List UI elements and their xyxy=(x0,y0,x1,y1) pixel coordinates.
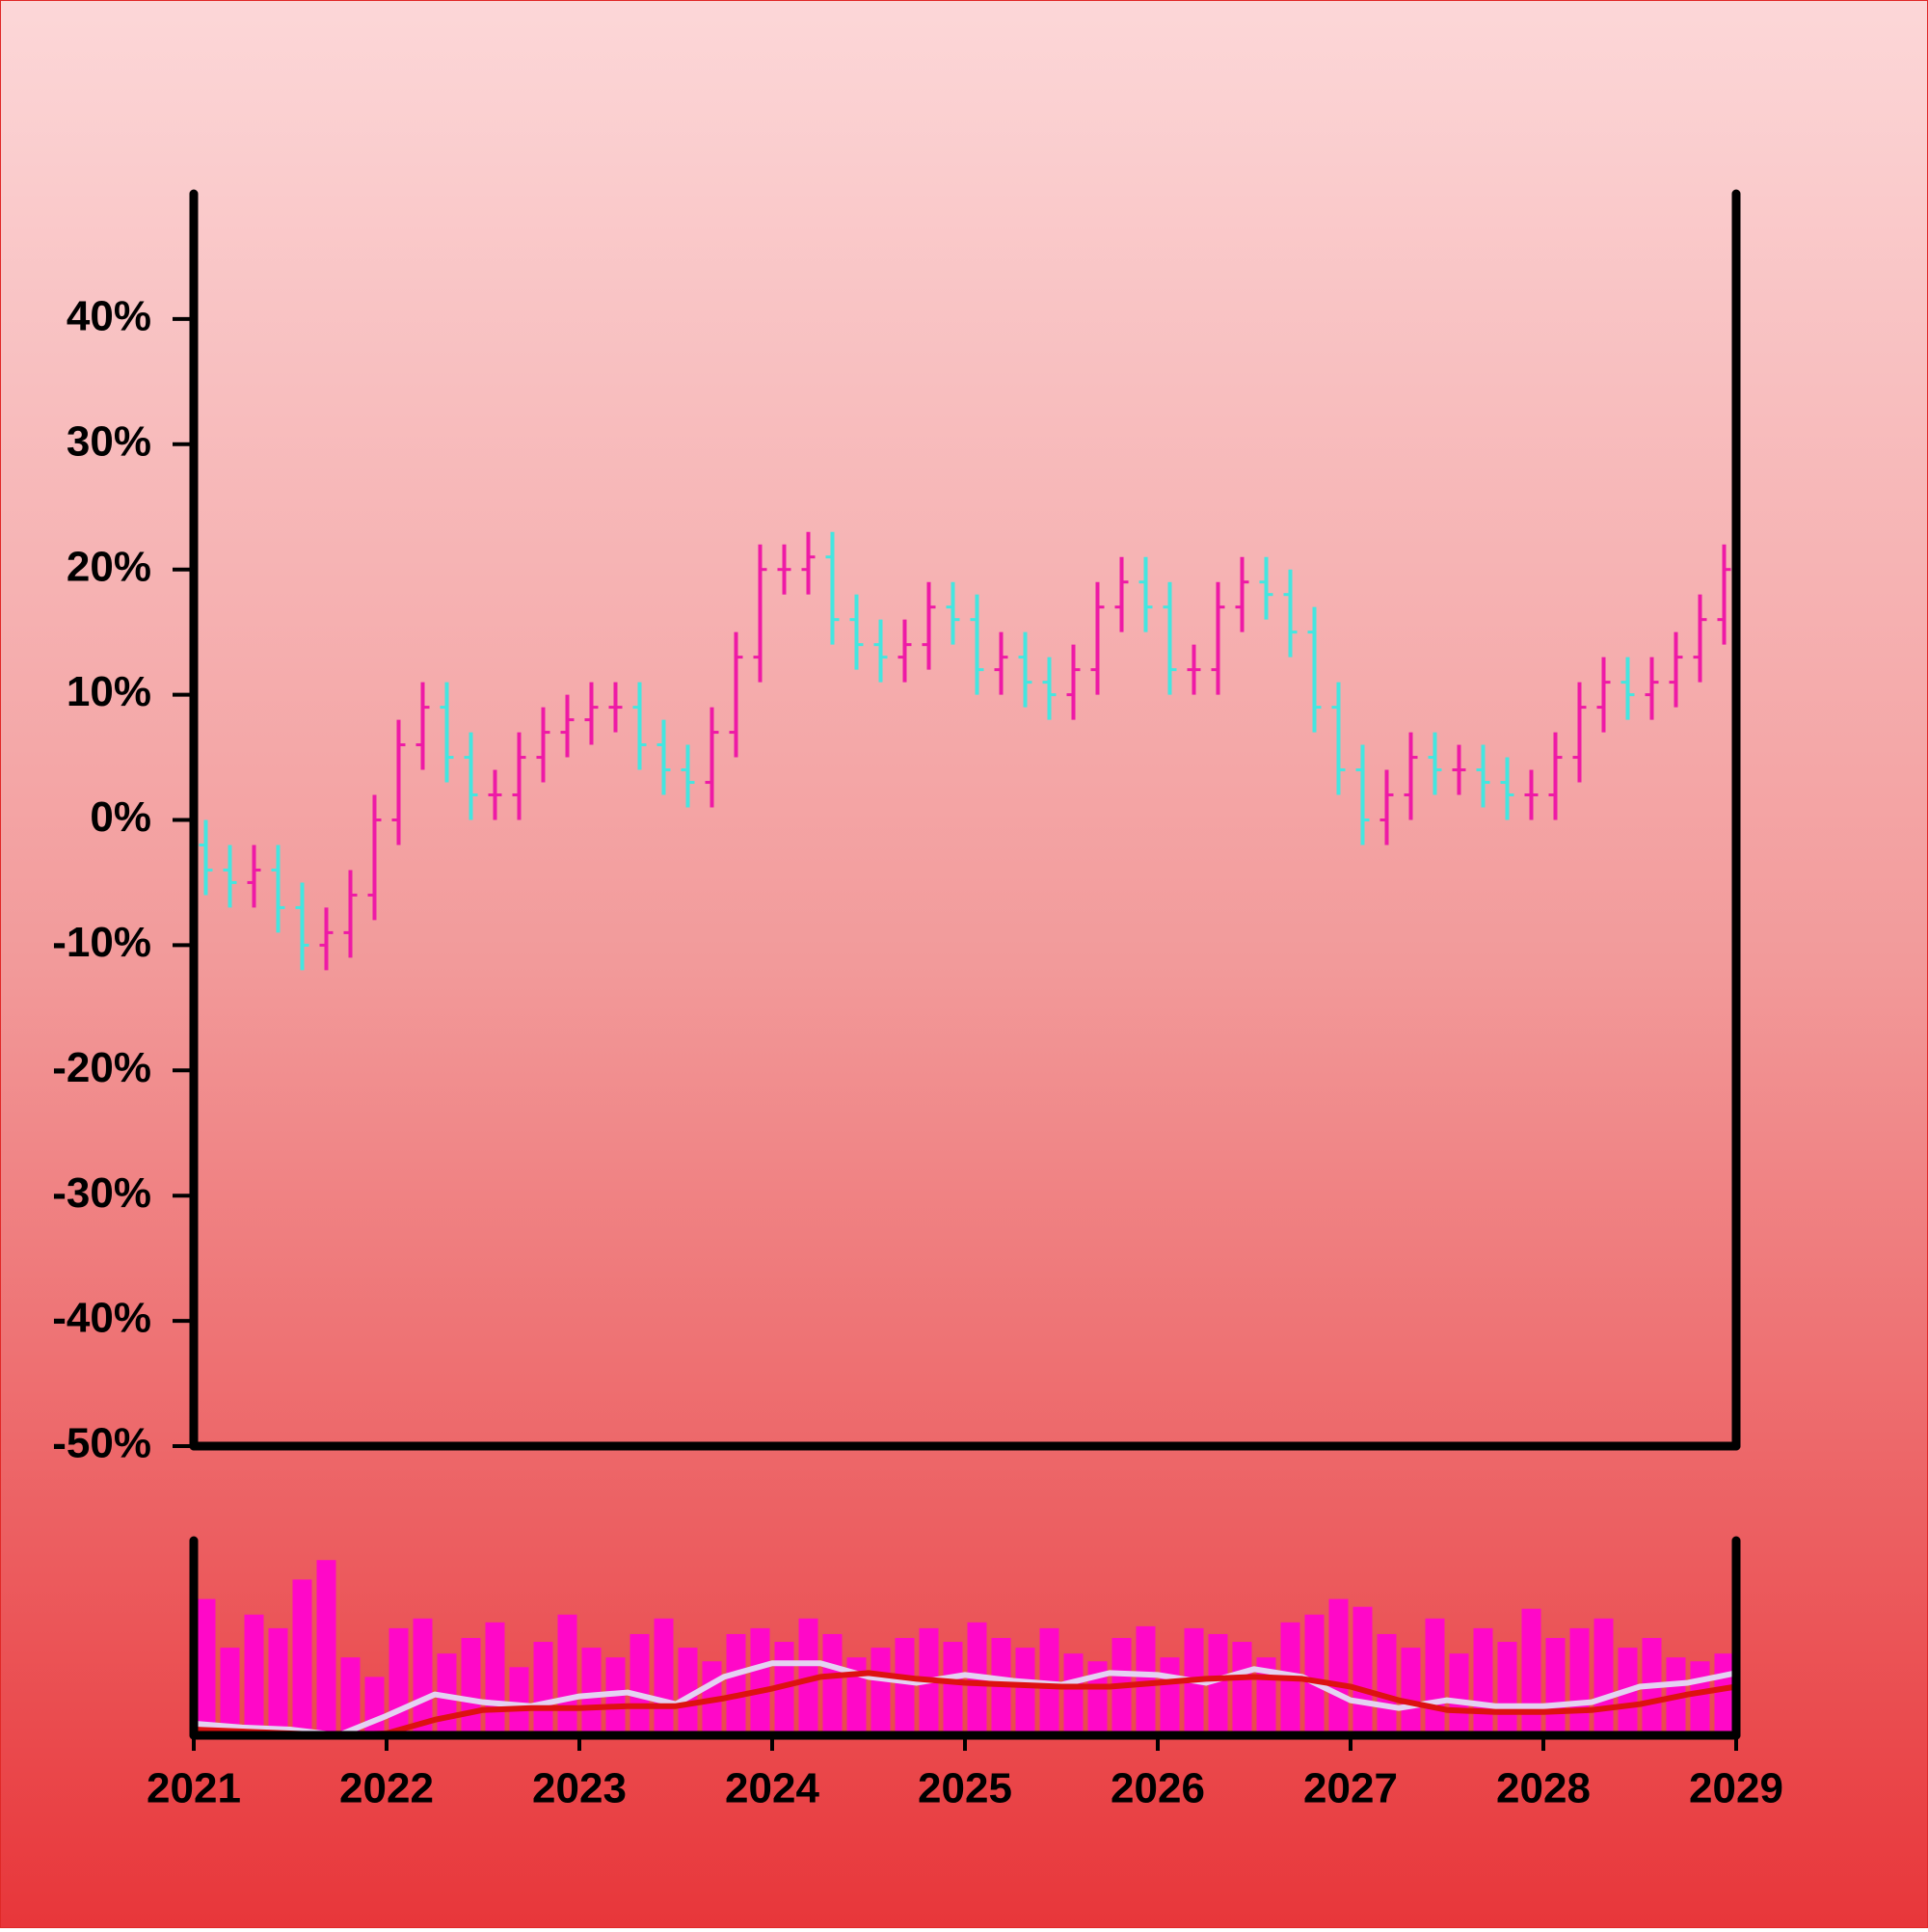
y-tick-label: 0% xyxy=(90,793,151,841)
volume-bar xyxy=(292,1579,312,1735)
volume-bar xyxy=(1015,1648,1035,1735)
volume-bar xyxy=(1521,1608,1541,1735)
moving-average-line xyxy=(193,1670,1737,1738)
volume-bar xyxy=(678,1648,698,1735)
volume-bar xyxy=(1377,1633,1397,1735)
volume-bar xyxy=(244,1614,264,1735)
volume-bar xyxy=(629,1633,650,1735)
volume-bar xyxy=(1545,1638,1566,1735)
x-tick-label: 2021 xyxy=(147,1765,241,1812)
volume-bar xyxy=(340,1657,361,1735)
volume-bar xyxy=(895,1638,915,1735)
volume-bar xyxy=(461,1638,481,1735)
volume-bar xyxy=(1714,1653,1734,1735)
y-tick-label: -50% xyxy=(52,1420,151,1467)
volume-bar xyxy=(1425,1618,1445,1735)
y-tick-label: -30% xyxy=(52,1169,151,1217)
volume-bar xyxy=(1232,1642,1252,1735)
y-tick-label: 30% xyxy=(67,417,151,465)
volume-bar xyxy=(1136,1625,1156,1735)
volume-bar xyxy=(1208,1633,1228,1735)
volume-bar xyxy=(1401,1648,1421,1735)
y-tick-label: -20% xyxy=(52,1044,151,1091)
volume-bar xyxy=(557,1614,577,1735)
x-tick-label: 2029 xyxy=(1689,1765,1783,1812)
volume-bar xyxy=(943,1642,963,1735)
volume-bar xyxy=(1497,1642,1517,1735)
volume-bar xyxy=(605,1657,626,1735)
volume-bar xyxy=(220,1648,240,1735)
volume-bar xyxy=(1593,1618,1614,1735)
x-tick-label: 2027 xyxy=(1303,1765,1398,1812)
y-tick-label: 20% xyxy=(67,543,151,590)
volume-bar xyxy=(1304,1614,1325,1735)
volume-bar xyxy=(750,1627,770,1735)
volume-bar xyxy=(581,1648,602,1735)
volume-bar xyxy=(1569,1627,1590,1735)
volume-bar xyxy=(1473,1627,1493,1735)
volume-bar xyxy=(509,1667,529,1735)
volume-bar xyxy=(870,1648,891,1735)
moving-average-line xyxy=(193,1660,1737,1738)
x-tick-label: 2028 xyxy=(1496,1765,1591,1812)
volume-bar xyxy=(1352,1606,1373,1735)
volume-bar xyxy=(822,1633,843,1735)
y-tick-label: -40% xyxy=(52,1295,151,1342)
volume-bar xyxy=(1328,1598,1349,1735)
volume-bar xyxy=(1160,1657,1180,1735)
x-tick-label: 2023 xyxy=(532,1765,627,1812)
volume-bar xyxy=(726,1633,746,1735)
volume-bar xyxy=(485,1622,505,1735)
volume-bar xyxy=(1449,1653,1469,1735)
y-tick-label: 40% xyxy=(67,293,151,340)
y-tick-label: 10% xyxy=(67,668,151,715)
volume-bar xyxy=(533,1642,553,1735)
volume-bar xyxy=(316,1560,336,1735)
volume-bar xyxy=(268,1627,288,1735)
volume-bar xyxy=(1690,1661,1710,1735)
x-tick-label: 2022 xyxy=(339,1765,434,1812)
volume-bar xyxy=(413,1618,433,1735)
volume-bar xyxy=(196,1598,216,1735)
x-tick-label: 2025 xyxy=(918,1765,1012,1812)
x-tick-label: 2024 xyxy=(725,1765,819,1812)
volume-bar xyxy=(1063,1653,1084,1735)
volume-bar xyxy=(654,1618,674,1735)
y-tick-label: -10% xyxy=(52,919,151,966)
volume-bar xyxy=(388,1627,409,1735)
x-tick-label: 2026 xyxy=(1111,1765,1205,1812)
